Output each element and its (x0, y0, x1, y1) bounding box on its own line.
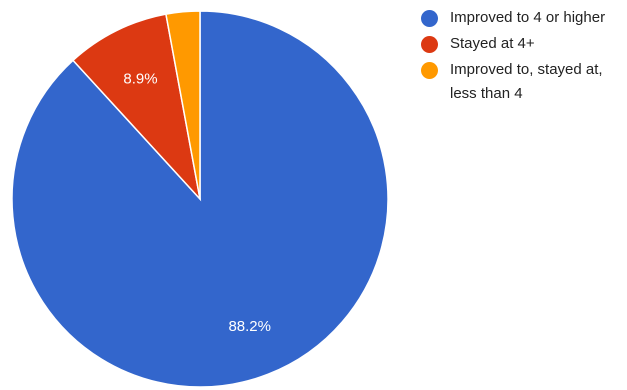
legend-swatch (421, 62, 438, 79)
legend-label: Stayed at 4+ (450, 35, 535, 52)
legend-item-improved-to-4-or-higher[interactable]: Improved to 4 or higher (418, 6, 623, 30)
slice-data-label: 8.9% (123, 70, 157, 87)
legend-swatch (421, 10, 438, 27)
legend-swatch (421, 36, 438, 53)
chart-legend: Improved to 4 or higher Stayed at 4+ Imp… (418, 6, 623, 108)
pie-chart: 88.2% 8.9% (11, 10, 389, 388)
legend-item-stayed-at-4-plus[interactable]: Stayed at 4+ (418, 32, 623, 56)
legend-label: Improved to, stayed at, less than 4 (450, 61, 603, 102)
legend-item-improved-to-stayed-at-less-than-4[interactable]: Improved to, stayed at, less than 4 (418, 58, 623, 106)
pie-slice-3[interactable] (165, 10, 201, 200)
legend-label: Improved to 4 or higher (450, 9, 606, 26)
pie-slice-2[interactable] (71, 13, 202, 202)
slice-data-label: 88.2% (228, 318, 271, 335)
